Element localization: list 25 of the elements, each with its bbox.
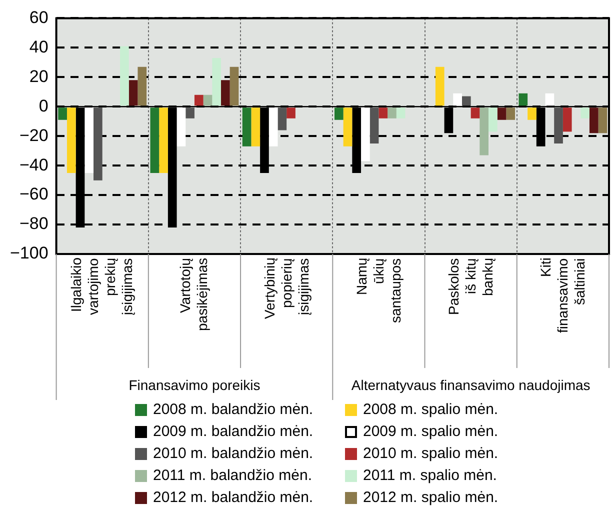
y-tick-label: 60: [29, 8, 48, 27]
x-tick-label: Kiti finansavimo šaltiniai: [537, 258, 588, 335]
x-tick-label: Paskolos iš kitų bankų: [445, 258, 496, 317]
legend-label: 2010 m. balandžio mėn.: [153, 444, 314, 464]
legend-label: 2008 m. balandžio mėn.: [153, 400, 314, 420]
text: Alternatyvaus finansavimo naudojimas: [351, 376, 590, 393]
legend-label: 2010 m. spalio mėn.: [363, 444, 498, 464]
legend-label: 2008 m. spalio mėn.: [363, 400, 498, 420]
y-tick-label: 20: [29, 66, 48, 86]
x-tick-label: Vertybinių popierių įsigijimas: [261, 258, 312, 322]
legend-label: 2012 m. balandžio mėn.: [153, 488, 314, 508]
legend-label: 2011 m. spalio mėn.: [363, 466, 497, 486]
y-tick-label: −60: [19, 184, 48, 204]
x-tick-label: Ilgalaikio vartojimo prekių įsigijimas: [68, 258, 136, 317]
y-tick-label: −40: [19, 155, 48, 174]
legend-label: 2012 m. spalio mėn.: [363, 488, 498, 508]
y-tick-label: −20: [19, 126, 48, 145]
y-tick-label: 40: [29, 37, 48, 56]
legend-label: 2009 m. balandžio mėn.: [153, 422, 314, 442]
y-tick-label: 0: [38, 96, 48, 116]
text: Finansavimo poreikis: [128, 376, 260, 393]
y-tick-label: −80: [19, 214, 48, 234]
legend-label: 2011 m. balandžio mėn.: [153, 466, 312, 486]
y-tick-label: −100: [10, 244, 48, 263]
legend-label: 2009 m. spalio mėn.: [363, 422, 498, 442]
